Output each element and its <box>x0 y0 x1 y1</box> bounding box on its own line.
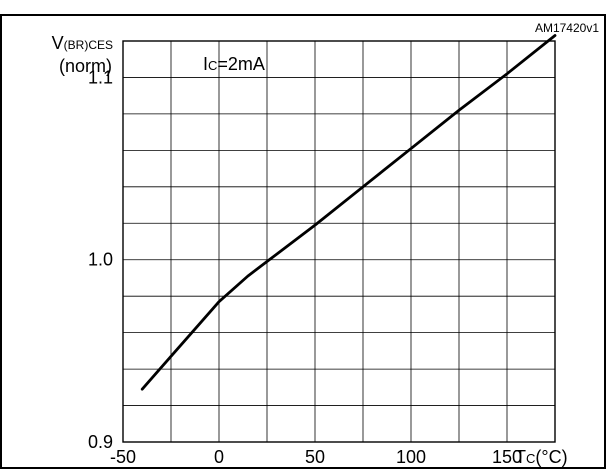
current-annotation-main: I <box>203 54 208 74</box>
y-axis-title-sub: (BR)CES <box>64 38 113 52</box>
y-axis-title-main: V <box>52 33 64 53</box>
current-annotation-value: =2mA <box>217 54 265 74</box>
y-tick-label: 1.1 <box>88 67 113 87</box>
figure-id-label: AM17420v1 <box>535 21 599 35</box>
figure-border <box>0 14 606 469</box>
x-axis-title-sub: C <box>526 451 535 466</box>
series-line <box>140 34 557 391</box>
grid <box>122 40 556 443</box>
x-axis-title-unit: (°C) <box>535 447 567 467</box>
labels: AM17420v1 V(BR)CES (norm) TC(°C) IC=2mA … <box>52 21 600 467</box>
y-tick-label: 0.9 <box>88 432 113 452</box>
x-tick-label: 50 <box>305 447 325 467</box>
x-tick-label: 150 <box>492 447 522 467</box>
current-annotation: IC=2mA <box>203 54 265 74</box>
x-axis-title-main: T <box>515 447 526 467</box>
x-tick-label: 100 <box>396 447 426 467</box>
figure-frame <box>0 14 606 469</box>
x-tick-label: -50 <box>110 447 136 467</box>
series-layer <box>140 34 557 391</box>
x-axis-title: TC(°C) <box>515 447 568 467</box>
current-annotation-sub: C <box>208 58 217 73</box>
y-axis-unit: (norm) <box>59 56 112 76</box>
y-tick-label: 1.0 <box>88 250 113 270</box>
x-tick-label: 0 <box>214 447 224 467</box>
y-axis-title: V(BR)CES <box>52 33 113 53</box>
plot-area-border <box>122 40 556 443</box>
